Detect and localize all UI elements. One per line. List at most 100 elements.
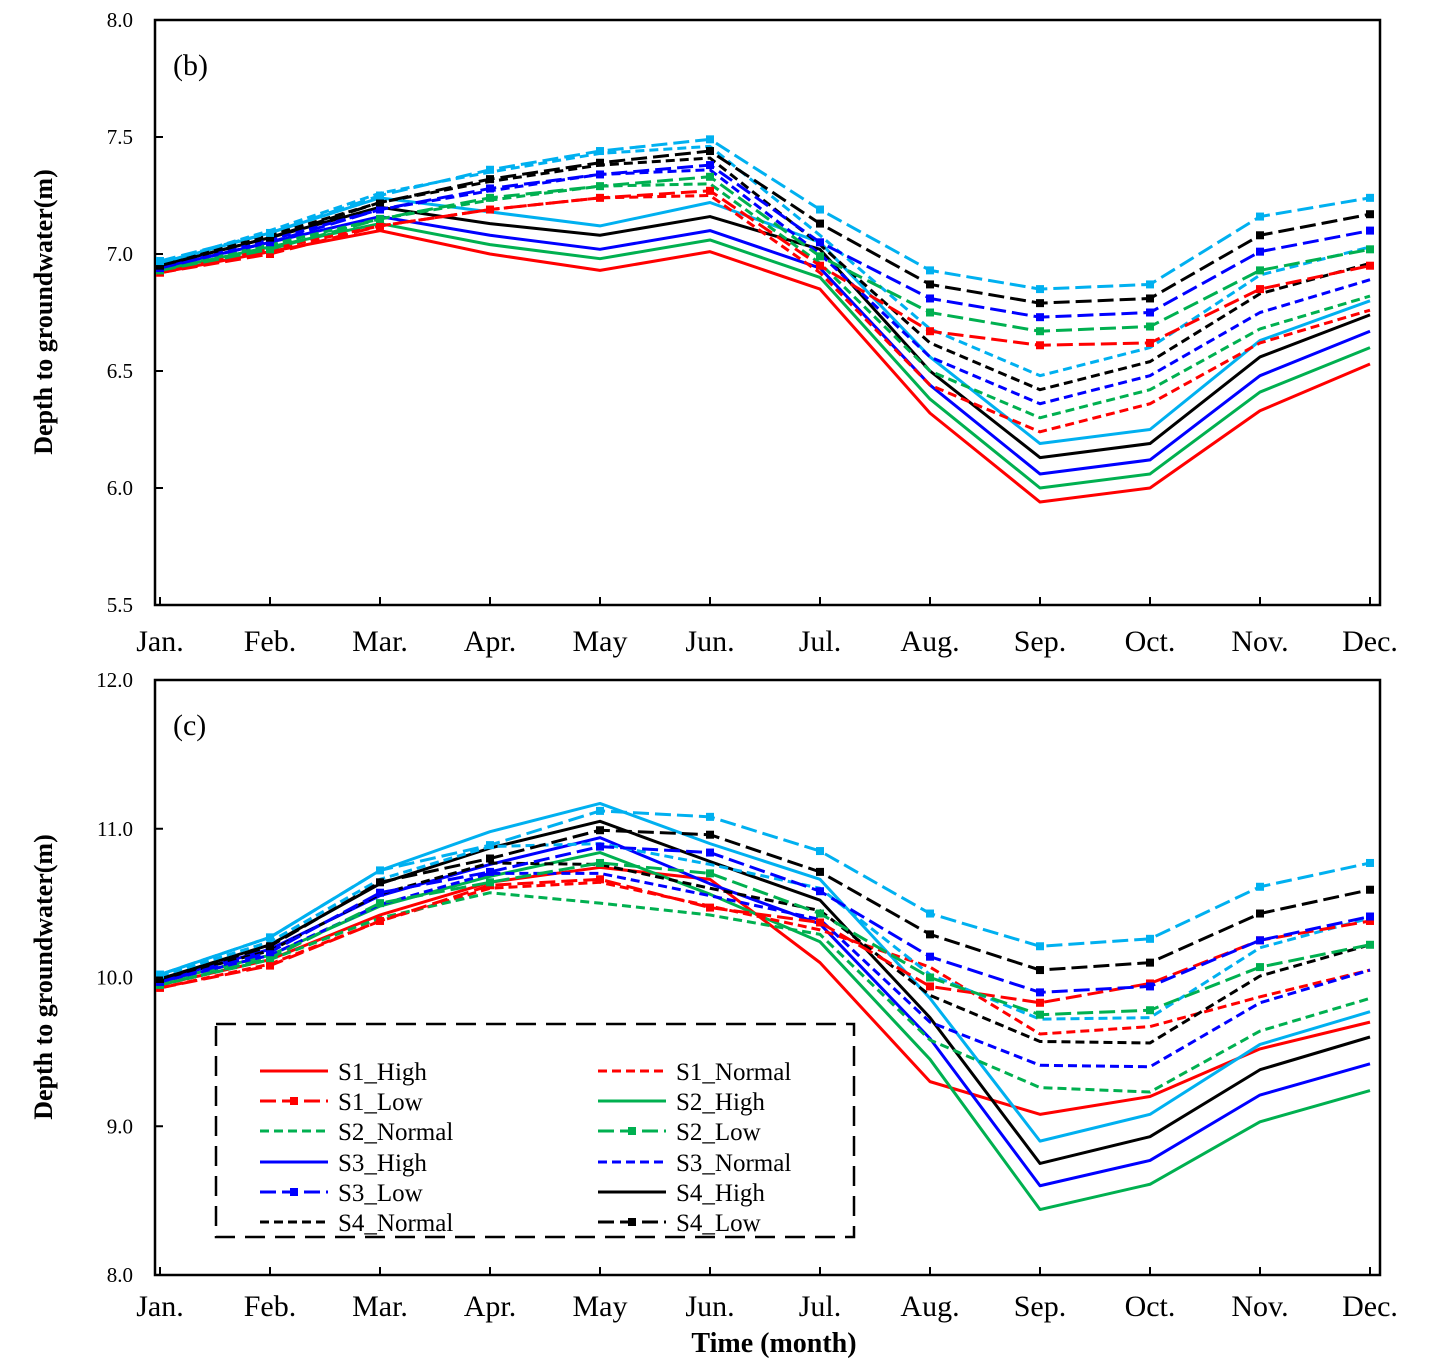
y-tick-label: 10.0 <box>96 966 133 990</box>
data-point-s4-low <box>1366 210 1374 219</box>
data-point-s3-low <box>1036 313 1044 322</box>
data-point-s5-low <box>266 933 274 942</box>
x-tick-label: Jul. <box>799 1290 842 1323</box>
x-tick-label: Oct. <box>1125 625 1176 658</box>
data-point-s2-low <box>1146 322 1154 331</box>
x-tick-label: Mar. <box>352 1290 408 1323</box>
data-point-s2-low <box>486 878 494 887</box>
data-point-s4-low <box>926 280 934 289</box>
y-axis-title: Depth to groundwater(m) <box>29 834 58 1120</box>
data-point-s2-low <box>596 182 604 191</box>
legend-label: S2_High <box>676 1089 765 1116</box>
x-tick-label: Dec. <box>1342 1290 1398 1323</box>
data-point-s3-low <box>266 948 274 957</box>
y-tick-label: 7.0 <box>107 242 133 266</box>
legend-entry-s3-high: S3_High <box>260 1150 427 1177</box>
x-tick-label: Jul. <box>799 625 842 658</box>
x-axis: Jan. Feb. Mar. Apr. May Jun. Jul. Aug. Sep. Oct. N… <box>136 597 1398 658</box>
x-tick-label: Feb. <box>244 625 297 658</box>
data-point-s1-low <box>816 261 824 270</box>
legend-marker <box>290 1097 298 1105</box>
legend-marker <box>628 1218 636 1226</box>
data-point-s3-low <box>596 842 604 851</box>
y-tick-label: 8.0 <box>107 8 133 32</box>
data-point-s3-low <box>816 887 824 896</box>
data-point-s2-low <box>376 899 384 908</box>
series-line-s2-high <box>159 222 1371 490</box>
y-tick-label: 12.0 <box>96 668 133 692</box>
series-line-s3-normal <box>159 871 1371 1069</box>
data-point-s4-low <box>266 942 274 951</box>
series-line-s3-low <box>159 845 1371 994</box>
data-point-s5-low <box>376 191 384 200</box>
data-point-s1-low <box>376 916 384 925</box>
series-line-s2-low <box>159 175 1371 333</box>
data-point-s4-low <box>376 198 384 207</box>
data-point-s3-low <box>1366 912 1374 921</box>
x-tick-label: Sep. <box>1014 625 1067 658</box>
data-point-s3-low <box>816 238 824 247</box>
data-point-s5-low <box>1366 858 1374 867</box>
data-point-s3-low <box>1366 226 1374 235</box>
x-tick-label: May <box>573 1290 628 1323</box>
legend-label: S3_Low <box>338 1180 423 1207</box>
y-axis: 8.0 9.0 10.0 11.0 12.0 <box>96 668 163 1287</box>
series-line-s4-normal <box>159 861 1371 1045</box>
legend: S1_High S1_Normal S1_Low S2_High S2_Normal S2… <box>214 1022 856 1239</box>
data-point-s1-low <box>706 186 714 195</box>
series-line-s5-normal <box>159 144 1371 378</box>
data-point-s4-low <box>1366 885 1374 894</box>
data-point-s5-low <box>926 909 934 918</box>
legend-entry-s4-normal: S4_Normal <box>260 1210 453 1237</box>
data-point-s2-low <box>1256 963 1264 972</box>
data-point-s5-low <box>706 135 714 144</box>
data-point-s2-low <box>926 973 934 982</box>
legend-entry-s2-low: S2_Low <box>598 1119 761 1146</box>
data-point-s4-low <box>156 261 164 270</box>
legend-entry-s4-low: S4_Low <box>598 1210 761 1237</box>
data-point-s1-low <box>376 221 384 230</box>
data-point-s5-low <box>156 970 164 979</box>
data-point-s5-low <box>926 266 934 275</box>
plot-frame <box>153 18 1382 607</box>
legend-label: S4_Normal <box>338 1210 453 1237</box>
data-point-s1-low <box>266 250 274 258</box>
y-axis-title: Depth to groundwater(m) <box>29 169 58 455</box>
data-point-s2-low <box>266 954 274 963</box>
data-point-s2-low <box>1146 1006 1154 1015</box>
x-tick-label: Aug. <box>900 1290 959 1323</box>
series-line-s1-low <box>159 189 1371 347</box>
data-point-s2-low <box>706 172 714 181</box>
data-point-s4-low <box>816 867 824 876</box>
data-point-s2-low <box>816 252 824 261</box>
x-tick-label: Sep. <box>1014 1290 1067 1323</box>
data-point-s5-low <box>1146 934 1154 943</box>
data-point-s4-low <box>486 175 494 184</box>
y-tick-label: 9.0 <box>107 1114 133 1138</box>
x-axis-title: Time (month) <box>691 1328 856 1359</box>
data-point-s3-low <box>926 294 934 303</box>
x-axis: Jan. Feb. Mar. Apr. May Jun. Jul. Aug. Sep. Oct. N… <box>136 1267 1398 1323</box>
x-tick-label: Nov. <box>1231 625 1288 658</box>
series-layer <box>156 801 1374 1212</box>
chart-panel-b: 5.5 6.0 6.5 7.0 7.5 8.0 Jan. Feb. Mar. Apr. May Ju… <box>29 8 1398 658</box>
series-line-s1-low <box>159 877 1371 1005</box>
data-point-s4-low <box>1036 966 1044 975</box>
data-point-s5-low <box>596 147 604 156</box>
data-point-s4-low <box>1146 294 1154 303</box>
data-point-s1-low <box>596 875 604 884</box>
data-point-s5-low <box>486 165 494 174</box>
x-tick-label: Jan. <box>136 1290 184 1323</box>
chart-panel-c: 8.0 9.0 10.0 11.0 12.0 Jan. Feb. Mar. Apr. May Ju… <box>29 668 1398 1323</box>
data-point-s1-low <box>1146 338 1154 347</box>
data-point-s1-low <box>816 918 824 927</box>
data-point-s4-low <box>156 974 164 983</box>
data-point-s1-low <box>1366 261 1374 270</box>
series-line-s5-low <box>159 809 1371 976</box>
y-tick-label: 7.5 <box>107 125 133 149</box>
data-point-s2-low <box>1036 327 1044 336</box>
data-point-s4-low <box>1036 299 1044 308</box>
data-point-s4-low <box>486 854 494 863</box>
data-point-s5-low <box>816 847 824 856</box>
series-line-s3-high <box>159 215 1371 476</box>
